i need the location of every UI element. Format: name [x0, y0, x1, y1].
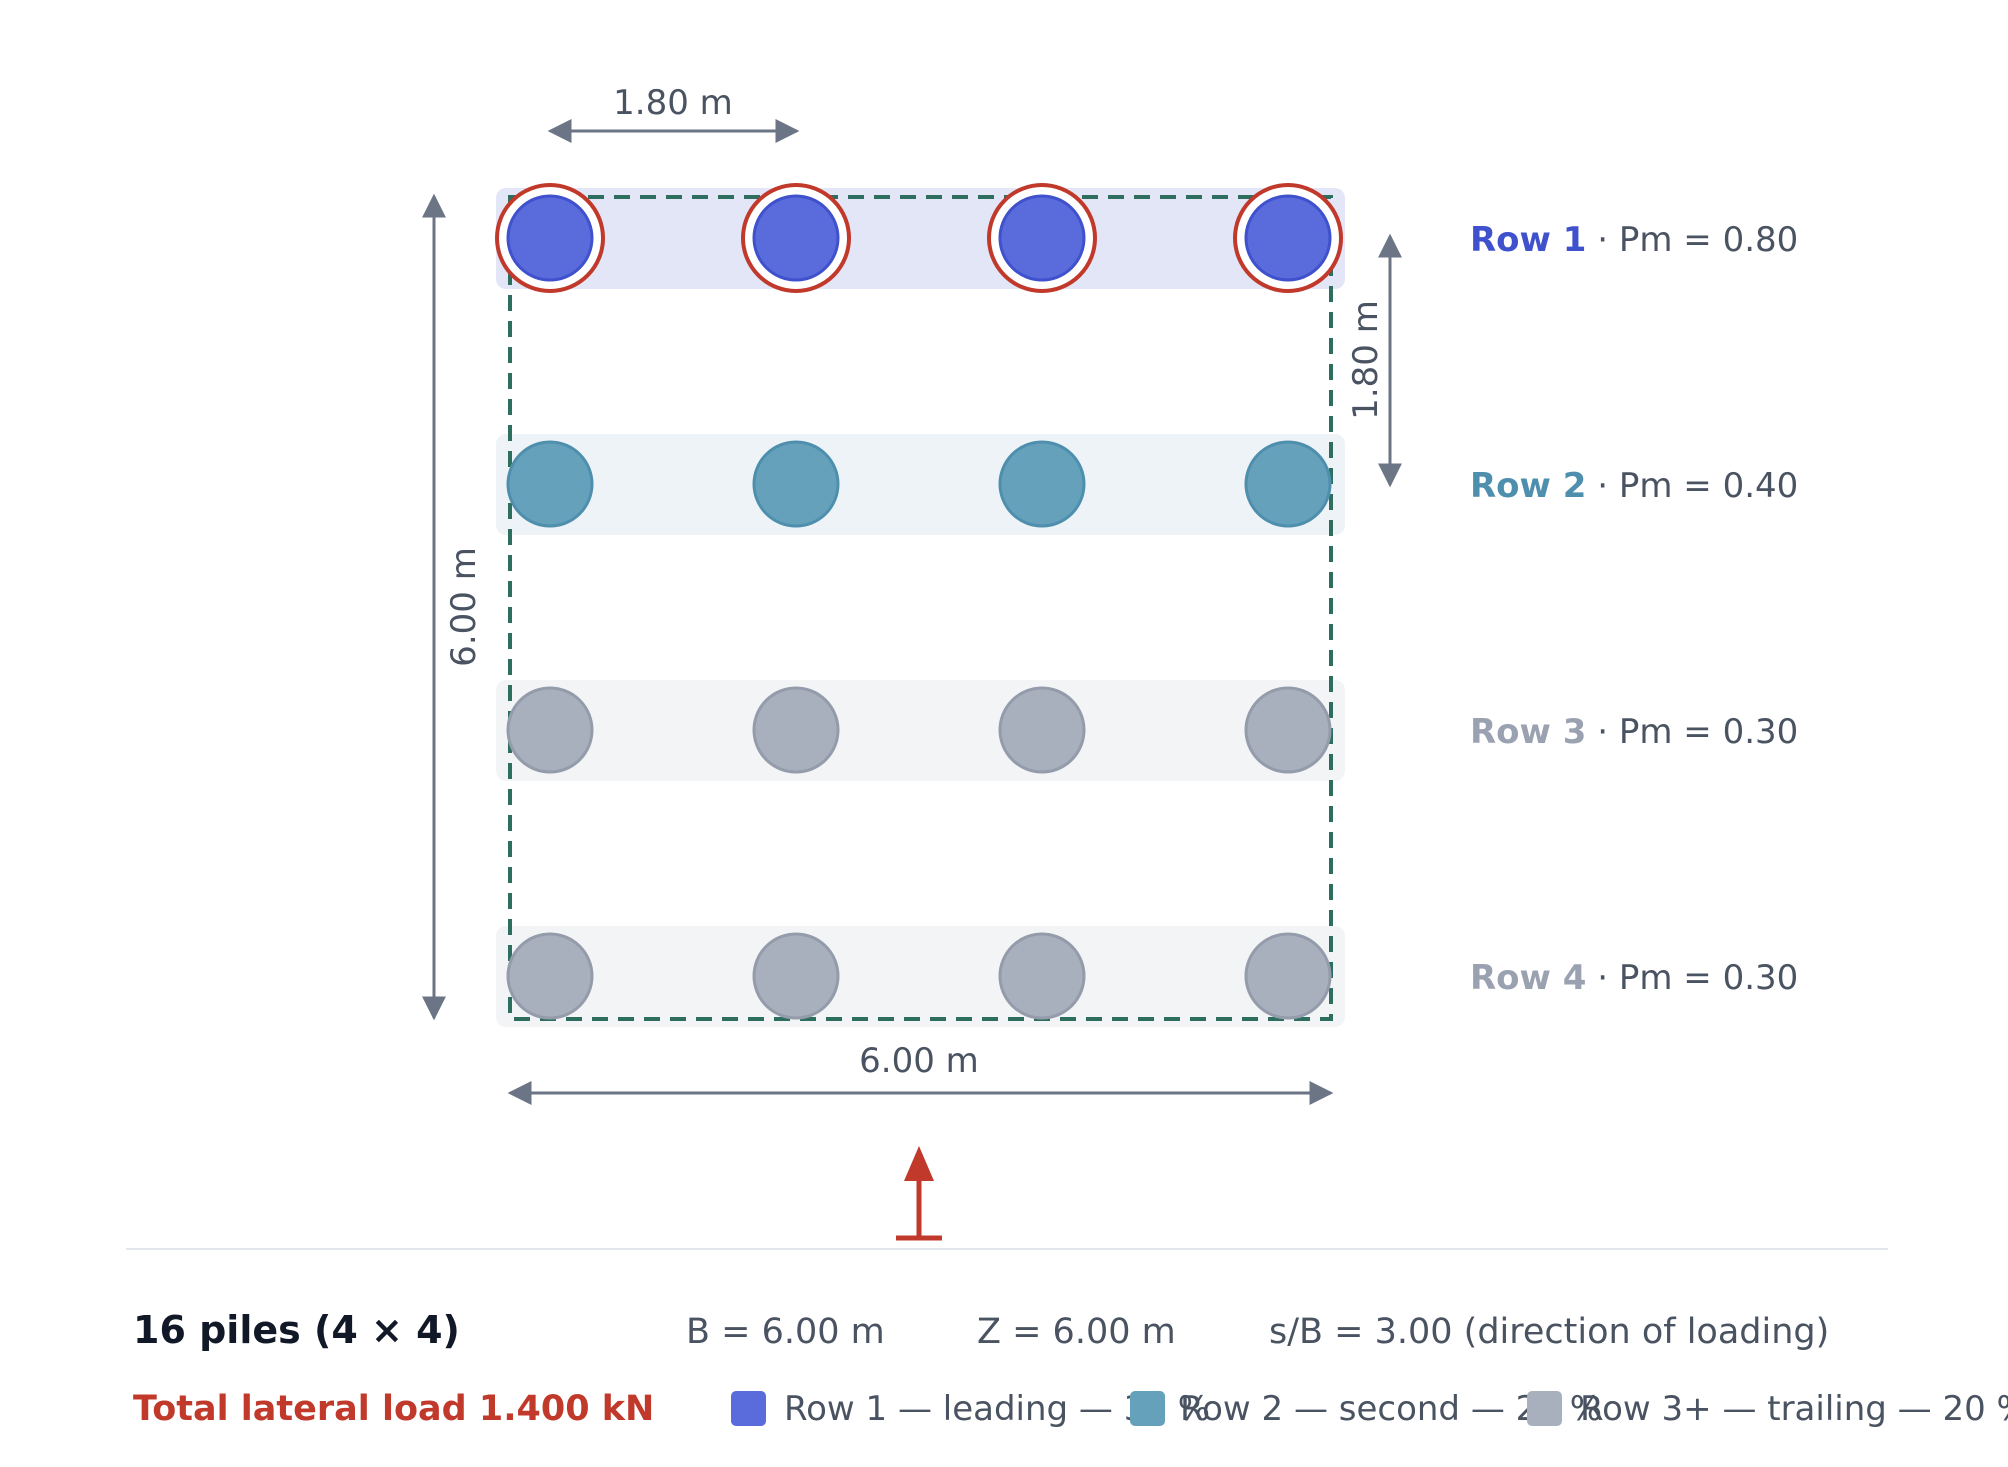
- row-4-pm: · Pm = 0.30: [1586, 958, 1798, 998]
- row-1-band: [496, 188, 1345, 289]
- pile-r3-c1: [506, 686, 594, 774]
- row-3-label: Row 3 · Pm = 0.30: [1470, 712, 1798, 752]
- row-3-band: [496, 680, 1345, 781]
- row-2-name: Row 2: [1470, 466, 1586, 506]
- pile-r3-c2: [752, 686, 840, 774]
- footer: 16 piles (4 × 4) B = 6.00 m Z = 6.00 m s…: [133, 1308, 1829, 1429]
- footer-title: 16 piles (4 × 4): [133, 1308, 460, 1352]
- row-3-name: Row 3: [1470, 712, 1586, 752]
- legend-swatch-row-1: [731, 1391, 766, 1426]
- pile-r3-c4: [1244, 686, 1332, 774]
- row-1-pm: · Pm = 0.80: [1586, 220, 1798, 260]
- pile-r3-c3: [998, 686, 1086, 774]
- pile-r1-c4: [1244, 194, 1332, 282]
- pile-r4-c1: [506, 932, 594, 1020]
- row-1-name: Row 1: [1470, 220, 1586, 260]
- row-2-label: Row 2 · Pm = 0.40: [1470, 466, 1798, 506]
- legend-swatch-row-3: [1527, 1391, 1562, 1426]
- left-length-dimension: 6.00 m: [422, 193, 484, 1021]
- pile-r1-c2: [752, 194, 840, 282]
- left-length-label: 6.00 m: [444, 547, 484, 667]
- row-2-pm: · Pm = 0.40: [1586, 466, 1798, 506]
- row-bands: [496, 188, 1345, 1027]
- pile-group-outline: [508, 195, 1333, 1021]
- lateral-load-arrow: [896, 1146, 942, 1241]
- pile-r1-c3: [998, 194, 1086, 282]
- stat-z: Z = 6.00 m: [977, 1312, 1176, 1352]
- row-3-pm: · Pm = 0.30: [1586, 712, 1798, 752]
- pile-r2-c3: [998, 440, 1086, 528]
- pile-r4-c4: [1244, 932, 1332, 1020]
- legend-swatch-row-2: [1130, 1391, 1165, 1426]
- row-4-label: Row 4 · Pm = 0.30: [1470, 958, 1798, 998]
- pile-r2-c4: [1244, 440, 1332, 528]
- pile-r2-c2: [752, 440, 840, 528]
- right-spacing-label: 1.80 m: [1346, 300, 1386, 420]
- total-load: Total lateral load 1.400 kN: [133, 1389, 654, 1429]
- pile-r4-c2: [752, 932, 840, 1020]
- pile-r1-c1: [506, 194, 594, 282]
- row-4-band: [496, 926, 1345, 1027]
- bottom-width-label: 6.00 m: [859, 1041, 979, 1081]
- row-2-band: [496, 434, 1345, 535]
- right-spacing-dimension: 1.80 m: [1346, 233, 1402, 488]
- row-4-name: Row 4: [1470, 958, 1586, 998]
- top-spacing-dimension: 1.80 m: [547, 83, 800, 143]
- piles: [495, 183, 1343, 1020]
- legend: Row 1 — leading — 36 % Row 2 — second — …: [731, 1389, 2008, 1429]
- legend-label-row-3: Row 3+ — trailing — 20 %: [1580, 1389, 2008, 1429]
- bottom-width-dimension: 6.00 m: [507, 1041, 1334, 1105]
- stat-b: B = 6.00 m: [686, 1312, 885, 1352]
- row-labels: Row 1 · Pm = 0.80 Row 2 · Pm = 0.40 Row …: [1470, 220, 1798, 998]
- stat-sb: s/B = 3.00 (direction of loading): [1269, 1312, 1829, 1352]
- row-1-label: Row 1 · Pm = 0.80: [1470, 220, 1798, 260]
- pile-r2-c1: [506, 440, 594, 528]
- pile-r4-c3: [998, 932, 1086, 1020]
- top-spacing-label: 1.80 m: [613, 83, 733, 123]
- load-arrow-head: [904, 1146, 934, 1181]
